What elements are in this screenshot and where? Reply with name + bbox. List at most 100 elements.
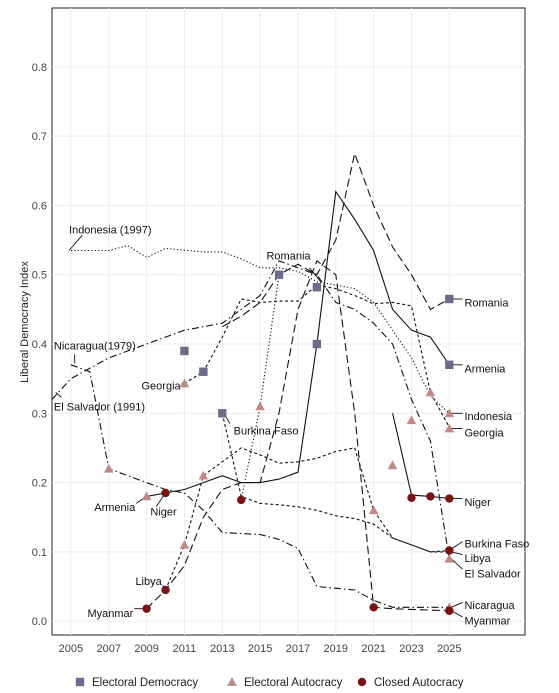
x-tick-2011: 2011 — [173, 643, 197, 655]
x-tick-2015: 2015 — [248, 643, 272, 655]
marker-circle-2024-28 — [426, 492, 435, 501]
marker-circle-2010-23 — [161, 585, 170, 595]
country-labels: Indonesia (1997) Romania Nicaragua(1979) Ge… — [54, 225, 529, 628]
label-indonesia-1997-0: Indonesia (1997) — [69, 225, 152, 237]
marker-circle-2025-29 — [445, 494, 454, 503]
x-tick-2019: 2019 — [324, 643, 348, 655]
label-armenia-11: Armenia — [464, 363, 506, 375]
series-line-indonesia — [70, 245, 450, 414]
marker-triangle-2024-17 — [425, 387, 436, 397]
marker-circle-2025-30 — [445, 546, 454, 555]
legend-marker-closed-autocracy — [357, 677, 367, 687]
series-lines — [51, 151, 450, 612]
y-tick-0.3: 0.3 — [32, 408, 47, 420]
marker-square-2013-2 — [218, 409, 227, 418]
marker-triangle-2025-20 — [444, 553, 455, 563]
marker-square-2011-0 — [180, 346, 189, 356]
pointer-libya-16 — [451, 551, 463, 556]
plot-frame — [51, 7, 526, 636]
label-indonesia-12: Indonesia — [464, 411, 513, 423]
label-el-salvador-1991-4: El Salvador (1991) — [54, 401, 145, 413]
series-line-libya — [164, 447, 450, 591]
marker-square-2016-3 — [274, 270, 284, 279]
y-tick-0.2: 0.2 — [32, 478, 47, 490]
x-tick-2007: 2007 — [97, 643, 121, 655]
label-pointers — [55, 234, 463, 618]
marker-square-2012-1 — [199, 367, 208, 376]
x-tick-2005: 2005 — [59, 643, 83, 655]
label-libya-8: Libya — [135, 576, 162, 588]
marker-circle-2021-26 — [369, 603, 378, 612]
y-tick-0.6: 0.6 — [32, 200, 47, 212]
marker-circle-2023-27 — [407, 493, 416, 503]
y-axis-ticks: 0.0 0.1 0.2 0.3 0.4 0.5 0.6 0.7 0.8 — [32, 62, 47, 628]
marker-triangle-2025-19 — [444, 423, 455, 433]
y-tick-0.7: 0.7 — [32, 131, 47, 143]
label-burkina-faso-15: Burkina Faso — [464, 539, 529, 551]
marker-triangle-2015-13 — [255, 401, 265, 411]
label-myanmar-9: Myanmar — [88, 608, 134, 620]
label-romania-10: Romania — [464, 297, 509, 309]
pointer-el-salvador-1991-4 — [55, 392, 62, 398]
label-niger-14: Niger — [464, 497, 491, 509]
marker-triangle-2011-10 — [179, 378, 190, 388]
marker-square-2018-5 — [312, 339, 322, 349]
marker-triangle-2022-15 — [387, 460, 398, 470]
marker-triangle-2007-8 — [103, 463, 114, 473]
series-line-el-salvador — [51, 260, 450, 559]
y-tick-0.5: 0.5 — [32, 270, 47, 282]
marker-triangle-2009-9 — [141, 491, 152, 501]
series-line-niger — [392, 413, 450, 500]
label-georgia-3: Georgia — [142, 381, 182, 393]
y-axis-label: Liberal Democracy Index — [19, 261, 31, 383]
legend-marker-electoral-democracy — [75, 677, 85, 687]
marker-circle-2014-25 — [237, 495, 246, 505]
marker-triangle-2012-12 — [198, 470, 209, 480]
label-romania-1: Romania — [266, 250, 311, 262]
marker-triangle-2021-14 — [368, 505, 379, 515]
marker-square-2018-4 — [312, 283, 322, 292]
y-tick-0.1: 0.1 — [32, 547, 47, 559]
series-line-nicaragua — [70, 364, 450, 608]
x-tick-2017: 2017 — [286, 643, 310, 655]
y-tick-0.8: 0.8 — [32, 62, 47, 74]
y-tick-0.4: 0.4 — [32, 339, 47, 351]
pointer-romania-1 — [308, 267, 322, 282]
label-niger-7: Niger — [150, 507, 177, 519]
label-armenia-6: Armenia — [94, 502, 136, 514]
marker-circle-2025-31 — [445, 606, 454, 615]
pointer-indonesia-1997-0 — [68, 234, 83, 251]
legend-label-electoral-democracy: Electoral Democracy — [92, 677, 198, 689]
x-tick-2021: 2021 — [361, 643, 385, 655]
legend-marker-electoral-autocracy — [227, 677, 237, 686]
label-libya-16: Libya — [464, 553, 491, 565]
marker-triangle-2011-11 — [179, 540, 190, 549]
label-burkina-faso-5: Burkina Faso — [234, 426, 299, 438]
label-georgia-13: Georgia — [464, 428, 504, 440]
legend-label-closed-autocracy: Closed Autocracy — [374, 677, 464, 689]
x-tick-2023: 2023 — [399, 643, 423, 655]
legend-label-electoral-autocracy: Electoral Autocracy — [244, 677, 343, 689]
x-axis-ticks: 2005 2007 2009 2011 2013 2015 2017 2019 2021 2023… — [59, 643, 462, 655]
marker-triangle-2023-16 — [406, 415, 417, 425]
pointer-burkina-faso-15 — [450, 541, 463, 550]
data-markers — [103, 270, 455, 615]
series-line-burkina-faso — [221, 413, 450, 553]
y-tick-0.0: 0.0 — [32, 616, 47, 628]
label-nicaragua-1979-2: Nicaragua(1979) — [54, 340, 136, 352]
label-nicaragua-18: Nicaragua — [464, 600, 515, 612]
x-tick-2013: 2013 — [210, 643, 234, 655]
series-line-armenia — [146, 190, 450, 497]
marker-square-2025-6 — [445, 294, 454, 304]
label-myanmar-19: Myanmar — [464, 615, 510, 627]
marker-circle-2009-22 — [142, 604, 151, 613]
marker-circle-2010-24 — [161, 488, 170, 498]
x-tick-2025: 2025 — [437, 643, 461, 655]
marker-triangle-2025-18 — [444, 408, 455, 418]
pointer-el-salvador-17 — [450, 558, 463, 570]
series-line-romania — [222, 151, 450, 328]
pointer-nicaragua-18 — [451, 601, 463, 608]
marker-square-2025-7 — [445, 360, 454, 370]
legend: Electoral Democracy Electoral Autocracy Cl… — [75, 677, 464, 689]
